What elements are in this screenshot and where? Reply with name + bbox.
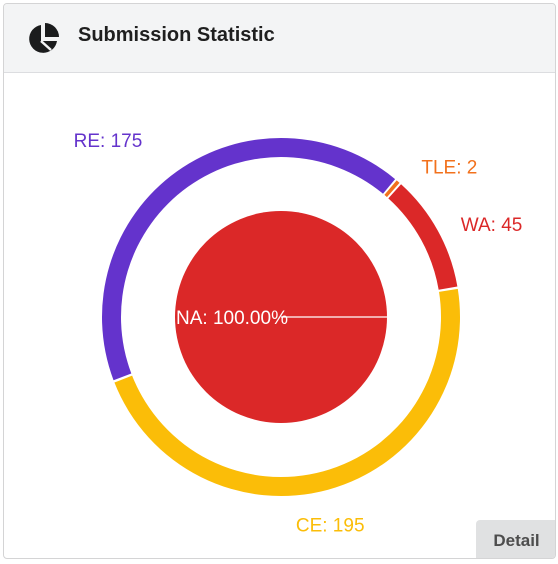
inner-pie: NA: 100.00% bbox=[175, 211, 387, 423]
label-ce: CE: 195 bbox=[296, 515, 365, 536]
label-re: RE: 175 bbox=[74, 131, 143, 152]
label-na: NA: 100.00% bbox=[176, 308, 288, 329]
label-wa: WA: 45 bbox=[461, 215, 523, 236]
slice-wa bbox=[388, 184, 457, 289]
label-tle: TLE: 2 bbox=[421, 158, 477, 179]
